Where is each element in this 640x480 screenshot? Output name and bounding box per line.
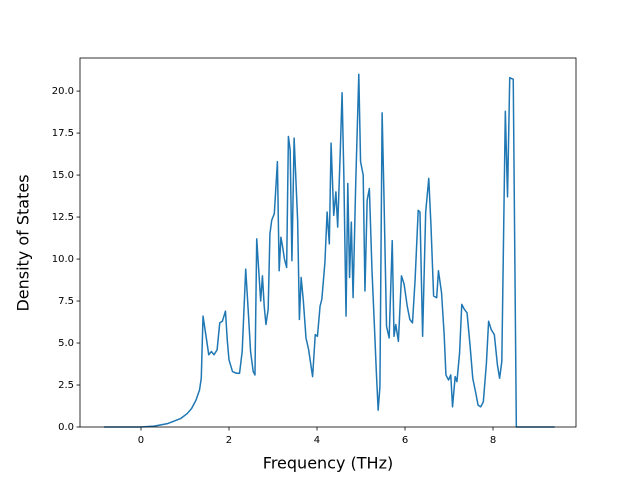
x-tick-label: 0 (138, 435, 144, 446)
plot-frame (79, 57, 577, 428)
y-tick-label: 7.5 (58, 296, 74, 307)
data-line (104, 73, 555, 428)
x-tick-label: 8 (490, 435, 496, 446)
y-tick-label: 0.0 (58, 422, 74, 433)
y-tick-label: 12.5 (52, 212, 74, 223)
x-tick-label: 6 (402, 435, 408, 446)
y-tick-label: 2.5 (58, 380, 74, 391)
y-tick-label: 15.0 (52, 170, 74, 181)
x-tick-label: 2 (226, 435, 232, 446)
y-tick-label: 5.0 (58, 338, 74, 349)
y-tick-label: 17.5 (52, 128, 74, 139)
x-axis-label: Frequency (THz) (263, 454, 393, 473)
y-tick-label: 20.0 (52, 86, 74, 97)
y-tick-label: 10.0 (52, 254, 74, 265)
x-tick-label: 4 (314, 435, 320, 446)
y-axis-label: Density of States (14, 174, 33, 311)
